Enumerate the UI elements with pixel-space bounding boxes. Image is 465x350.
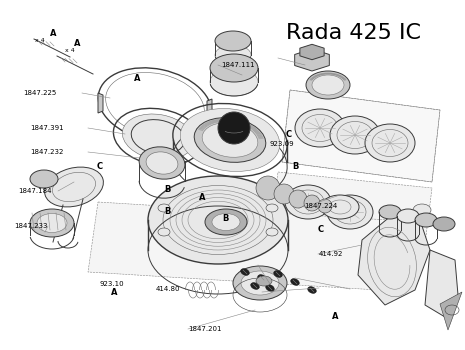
Circle shape: [256, 176, 280, 200]
Text: A: A: [111, 288, 117, 297]
Ellipse shape: [365, 124, 415, 162]
Text: 1847.201: 1847.201: [188, 326, 222, 332]
Ellipse shape: [45, 167, 103, 207]
Text: x 4: x 4: [35, 38, 44, 43]
Polygon shape: [440, 292, 462, 330]
Ellipse shape: [433, 217, 455, 231]
Text: A: A: [50, 29, 57, 38]
Text: B: B: [222, 214, 229, 223]
Ellipse shape: [30, 170, 58, 188]
Text: 1847.225: 1847.225: [23, 90, 57, 96]
Ellipse shape: [37, 214, 67, 232]
Text: 923.09: 923.09: [270, 140, 294, 147]
Text: 1847.111: 1847.111: [221, 62, 254, 68]
Polygon shape: [300, 44, 324, 60]
Ellipse shape: [210, 54, 258, 82]
Ellipse shape: [233, 266, 287, 300]
Ellipse shape: [330, 116, 380, 154]
Text: 1847.224: 1847.224: [305, 203, 338, 210]
Ellipse shape: [148, 176, 288, 264]
Ellipse shape: [122, 114, 193, 160]
Ellipse shape: [139, 147, 185, 179]
Ellipse shape: [241, 269, 249, 275]
Ellipse shape: [202, 123, 258, 157]
Ellipse shape: [210, 68, 258, 96]
Circle shape: [218, 112, 250, 144]
Ellipse shape: [327, 195, 373, 229]
Circle shape: [274, 184, 294, 204]
Text: 414.80: 414.80: [156, 286, 180, 292]
Text: C: C: [97, 162, 103, 171]
Polygon shape: [207, 99, 212, 117]
Ellipse shape: [308, 287, 316, 293]
Ellipse shape: [241, 271, 279, 295]
Polygon shape: [98, 93, 103, 113]
Ellipse shape: [291, 279, 299, 285]
Ellipse shape: [274, 271, 282, 277]
Polygon shape: [88, 202, 388, 290]
Text: 923.10: 923.10: [100, 280, 125, 287]
Ellipse shape: [194, 118, 266, 162]
Polygon shape: [282, 90, 440, 182]
Ellipse shape: [397, 209, 419, 223]
Ellipse shape: [212, 214, 240, 231]
Text: C: C: [285, 130, 292, 139]
Polygon shape: [358, 215, 430, 305]
Ellipse shape: [180, 108, 280, 172]
Ellipse shape: [321, 195, 359, 219]
Circle shape: [318, 199, 332, 213]
Text: 414.92: 414.92: [319, 251, 343, 257]
Polygon shape: [270, 172, 432, 252]
Ellipse shape: [30, 209, 74, 237]
Ellipse shape: [306, 71, 350, 99]
Ellipse shape: [215, 31, 251, 51]
Text: 1847.233: 1847.233: [14, 223, 47, 229]
Circle shape: [304, 195, 320, 211]
Text: B: B: [164, 207, 171, 216]
Text: A: A: [134, 74, 140, 83]
Text: A: A: [332, 312, 338, 321]
Text: 1847.391: 1847.391: [30, 125, 64, 131]
Ellipse shape: [266, 228, 278, 236]
Ellipse shape: [158, 228, 170, 236]
Text: B: B: [292, 162, 299, 171]
Ellipse shape: [379, 205, 401, 219]
Ellipse shape: [266, 204, 278, 212]
Text: x 4: x 4: [65, 48, 74, 53]
Text: A: A: [73, 39, 80, 48]
Polygon shape: [295, 49, 329, 71]
Text: 1847.184: 1847.184: [19, 188, 52, 194]
Polygon shape: [425, 250, 458, 320]
Ellipse shape: [415, 213, 437, 227]
Ellipse shape: [266, 285, 274, 291]
Ellipse shape: [295, 109, 345, 147]
Ellipse shape: [312, 75, 344, 95]
Text: B: B: [164, 184, 171, 194]
Text: A: A: [199, 193, 206, 202]
Ellipse shape: [256, 276, 272, 286]
Ellipse shape: [146, 152, 178, 174]
Ellipse shape: [158, 204, 170, 212]
Ellipse shape: [205, 209, 247, 235]
Text: C: C: [318, 225, 324, 234]
Ellipse shape: [285, 185, 331, 219]
Ellipse shape: [413, 204, 431, 216]
Ellipse shape: [251, 283, 259, 289]
Circle shape: [289, 190, 307, 208]
Ellipse shape: [258, 275, 266, 281]
Ellipse shape: [215, 45, 251, 65]
Text: Rada 425 IC: Rada 425 IC: [286, 23, 421, 43]
Text: 1847.232: 1847.232: [30, 149, 64, 155]
